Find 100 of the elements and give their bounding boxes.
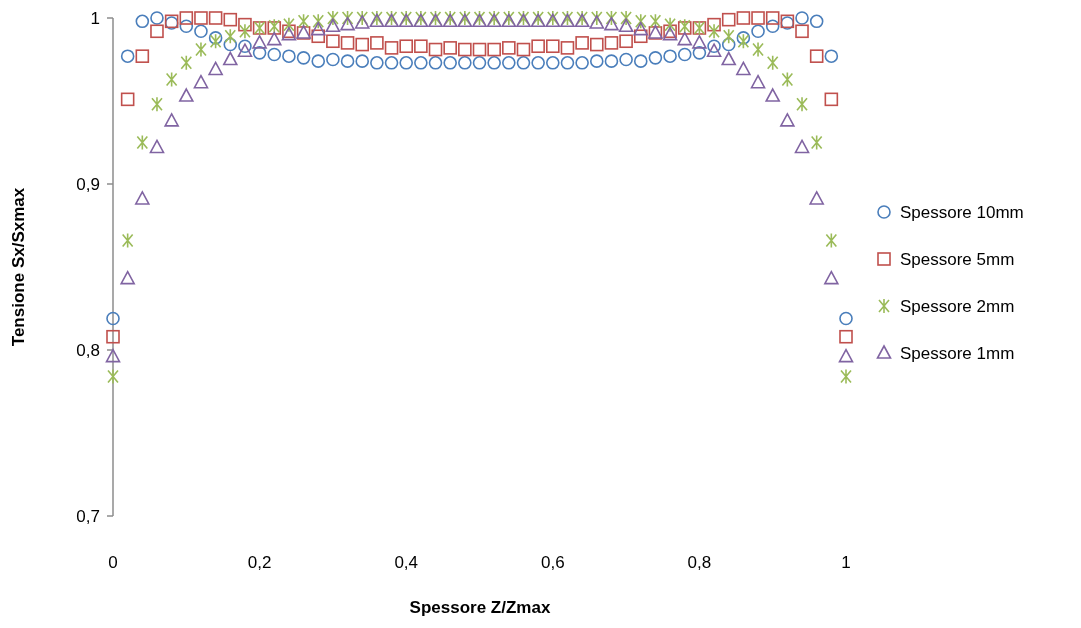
point — [721, 12, 736, 27]
x-axis-title: Spessore Z/Zmax — [409, 598, 551, 617]
point — [590, 10, 603, 26]
point — [208, 11, 223, 25]
point — [399, 39, 413, 54]
point — [341, 10, 354, 26]
point — [222, 51, 238, 66]
point — [135, 14, 150, 29]
point — [327, 10, 339, 26]
point — [120, 92, 135, 107]
point — [310, 21, 326, 36]
point — [297, 13, 310, 30]
y-tick-label: 0,8 — [76, 340, 100, 360]
point — [283, 16, 295, 33]
point — [135, 49, 150, 63]
point — [692, 46, 707, 60]
point — [604, 36, 619, 50]
point — [165, 71, 178, 88]
point — [356, 10, 369, 26]
point — [135, 191, 150, 205]
point — [355, 37, 370, 52]
point — [546, 39, 560, 54]
point — [736, 11, 751, 25]
point — [663, 49, 677, 63]
point — [150, 11, 164, 25]
point — [209, 33, 222, 50]
point — [824, 49, 839, 63]
point — [120, 49, 135, 63]
point — [487, 42, 501, 57]
point — [809, 191, 824, 205]
point — [633, 21, 649, 36]
point — [399, 56, 413, 70]
point — [472, 56, 487, 70]
point — [795, 11, 809, 25]
point — [340, 54, 355, 68]
point — [649, 13, 662, 30]
point — [620, 10, 632, 26]
x-tick-label: 0,2 — [247, 553, 272, 572]
point — [312, 13, 325, 30]
point — [605, 10, 618, 26]
point — [326, 34, 340, 49]
point — [149, 139, 165, 154]
point — [781, 71, 794, 88]
point — [194, 11, 208, 25]
point — [752, 41, 764, 58]
point — [708, 23, 720, 40]
point — [839, 311, 853, 326]
point — [589, 54, 604, 68]
point — [238, 17, 252, 32]
x-tick-label: 0,4 — [394, 553, 419, 572]
point — [794, 139, 810, 154]
point — [325, 18, 341, 33]
point — [208, 31, 223, 45]
point — [546, 56, 560, 70]
point — [634, 13, 647, 30]
point — [193, 74, 209, 89]
point — [164, 113, 179, 127]
legend-label: Spessore 1mm — [900, 343, 1015, 363]
legend-label: Spessore 2mm — [900, 296, 1015, 316]
point — [795, 24, 809, 39]
point — [180, 55, 193, 71]
point — [150, 24, 164, 39]
point — [825, 232, 838, 249]
point — [340, 16, 355, 31]
point — [560, 56, 575, 70]
point — [282, 49, 296, 63]
point — [604, 16, 619, 31]
point — [487, 56, 501, 70]
point — [179, 19, 194, 34]
point — [384, 41, 399, 55]
point — [370, 56, 384, 70]
point — [237, 43, 253, 57]
point — [531, 56, 545, 70]
point — [179, 11, 194, 25]
legend-label: Spessore 5mm — [900, 249, 1015, 269]
point — [619, 52, 633, 67]
point — [502, 41, 516, 55]
point — [780, 113, 795, 127]
point — [355, 54, 370, 68]
point — [105, 348, 121, 363]
point — [458, 56, 472, 70]
x-tick-label: 0,6 — [540, 553, 565, 572]
y-tick-label: 1 — [90, 8, 100, 28]
point — [136, 134, 149, 151]
y-tick-label: 0,7 — [76, 506, 100, 526]
y-tick-label: 0,9 — [76, 174, 100, 194]
point — [120, 270, 135, 285]
point — [707, 17, 721, 32]
point — [106, 311, 120, 326]
point — [839, 329, 853, 344]
point — [692, 35, 707, 49]
point — [370, 36, 384, 50]
point — [195, 41, 207, 58]
point — [604, 54, 619, 68]
point — [252, 35, 267, 49]
point — [765, 11, 780, 25]
point — [326, 52, 340, 67]
point — [384, 56, 399, 70]
point — [736, 31, 751, 45]
point — [809, 49, 824, 63]
